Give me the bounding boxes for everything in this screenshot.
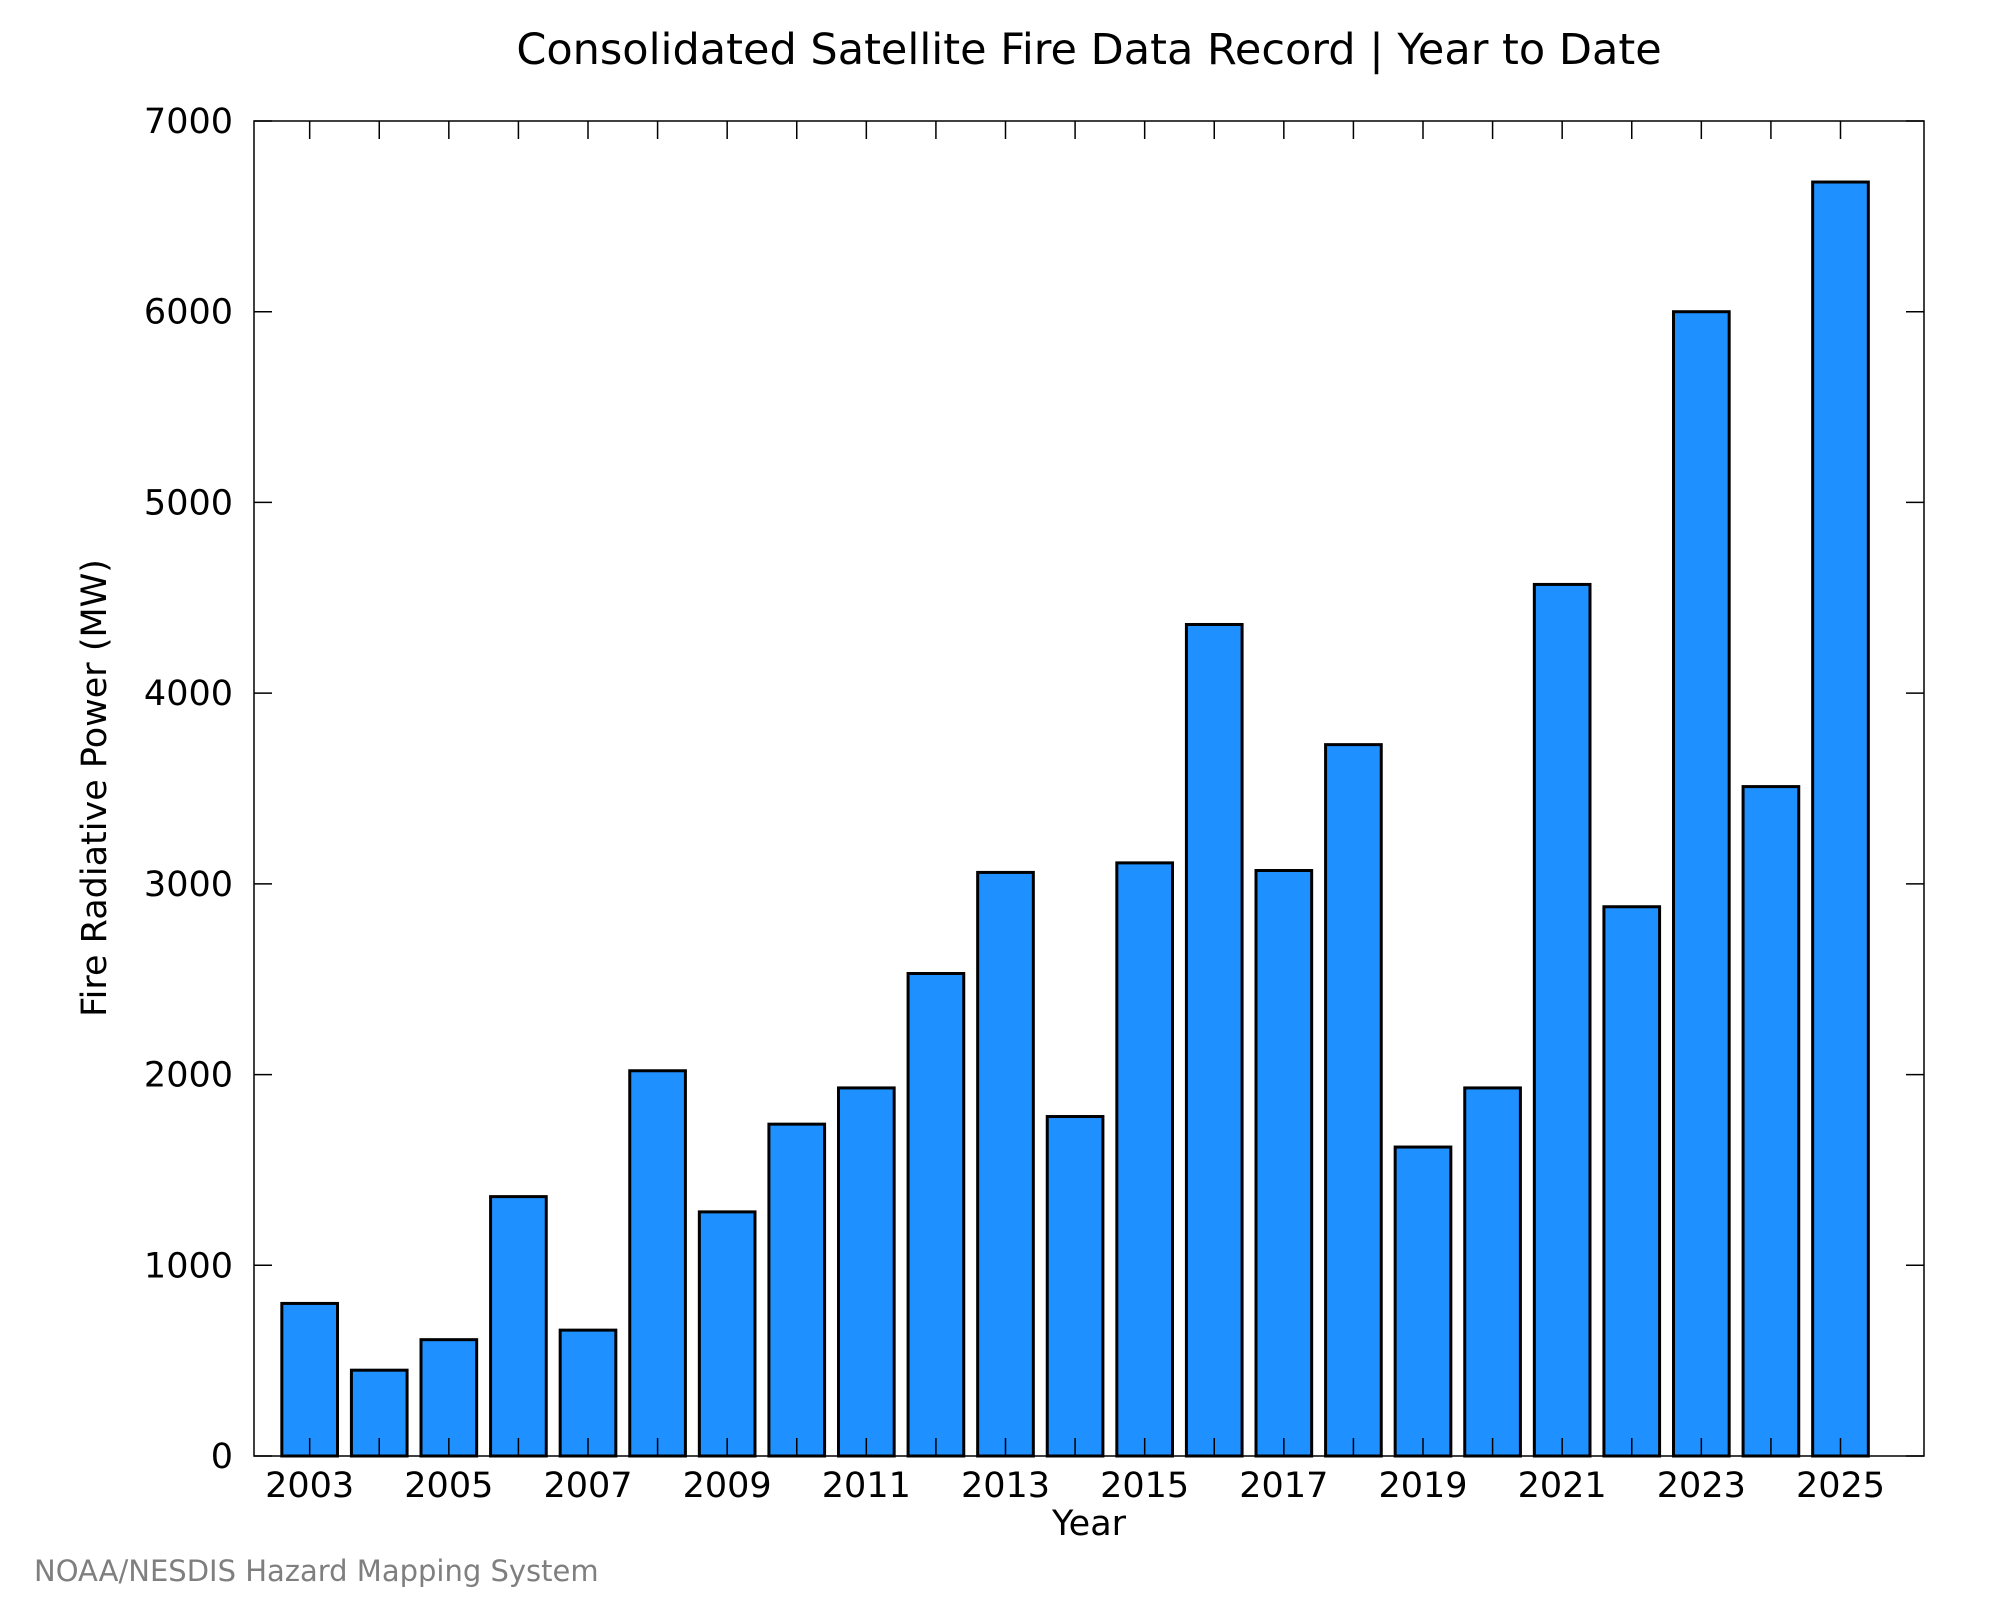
- x-tick-label: 2025: [1796, 1466, 1885, 1506]
- bar-2011: [837, 1086, 896, 1458]
- y-tick-label: 2000: [144, 1056, 233, 1096]
- x-axis-label: Year: [1051, 1504, 1127, 1544]
- bar-2006: [489, 1195, 548, 1458]
- y-tick-label: 0: [211, 1437, 233, 1477]
- y-axis-ticks: 0 1000 2000 3000 4000 5000 6000 7000: [144, 102, 1924, 1477]
- y-tick-label: 4000: [144, 674, 233, 714]
- bar-2023: [1672, 310, 1731, 1458]
- bar-2013: [976, 870, 1035, 1458]
- bar-2021: [1532, 582, 1592, 1458]
- x-tick-label: 2013: [961, 1466, 1050, 1506]
- y-tick-label: 3000: [144, 865, 233, 905]
- x-tick-label: 2023: [1657, 1466, 1746, 1506]
- y-tick-label: 1000: [144, 1246, 233, 1286]
- bar-2017: [1254, 869, 1314, 1458]
- y-tick-label: 5000: [144, 483, 233, 523]
- bar-2012: [906, 971, 966, 1458]
- chart-title: Consolidated Satellite Fire Data Record …: [516, 25, 1661, 75]
- bar-2008: [628, 1069, 687, 1458]
- bar-2003: [280, 1301, 340, 1458]
- bar-2009: [697, 1210, 757, 1458]
- x-tick-label: 2015: [1100, 1466, 1189, 1506]
- bar-2007: [558, 1328, 618, 1458]
- y-tick-label: 7000: [144, 102, 233, 142]
- bar-2022: [1602, 905, 1662, 1458]
- plot-frame: [253, 120, 1925, 1457]
- x-tick-label: 2005: [404, 1466, 493, 1506]
- bar-2019: [1393, 1145, 1453, 1458]
- x-tick-label: 2021: [1518, 1466, 1607, 1506]
- x-tick-label: 2007: [543, 1466, 632, 1506]
- bar-2025: [1811, 180, 1870, 1458]
- bar-2014: [1045, 1115, 1105, 1458]
- bars-group: [280, 180, 1870, 1458]
- y-axis-label: Fire Radiative Power (MW): [75, 559, 115, 1017]
- bar-2024: [1741, 785, 1801, 1458]
- x-tick-label: 2019: [1378, 1466, 1467, 1506]
- bar-2016: [1184, 622, 1244, 1458]
- footer-credit: NOAA/NESDIS Hazard Mapping System: [34, 1554, 599, 1588]
- bar-2018: [1324, 743, 1383, 1458]
- x-tick-label: 2003: [265, 1466, 354, 1506]
- bar-2010: [767, 1122, 827, 1458]
- bar-2015: [1115, 861, 1175, 1458]
- y-tick-label: 6000: [144, 293, 233, 333]
- bar-2020: [1463, 1086, 1522, 1458]
- x-tick-label: 2009: [683, 1466, 772, 1506]
- x-axis-ticks: 2003 2005 2007 2009 2011 2013 2015 2017 2019 2021…: [265, 121, 1885, 1506]
- x-tick-label: 2017: [1239, 1466, 1328, 1506]
- x-tick-label: 2011: [822, 1466, 911, 1506]
